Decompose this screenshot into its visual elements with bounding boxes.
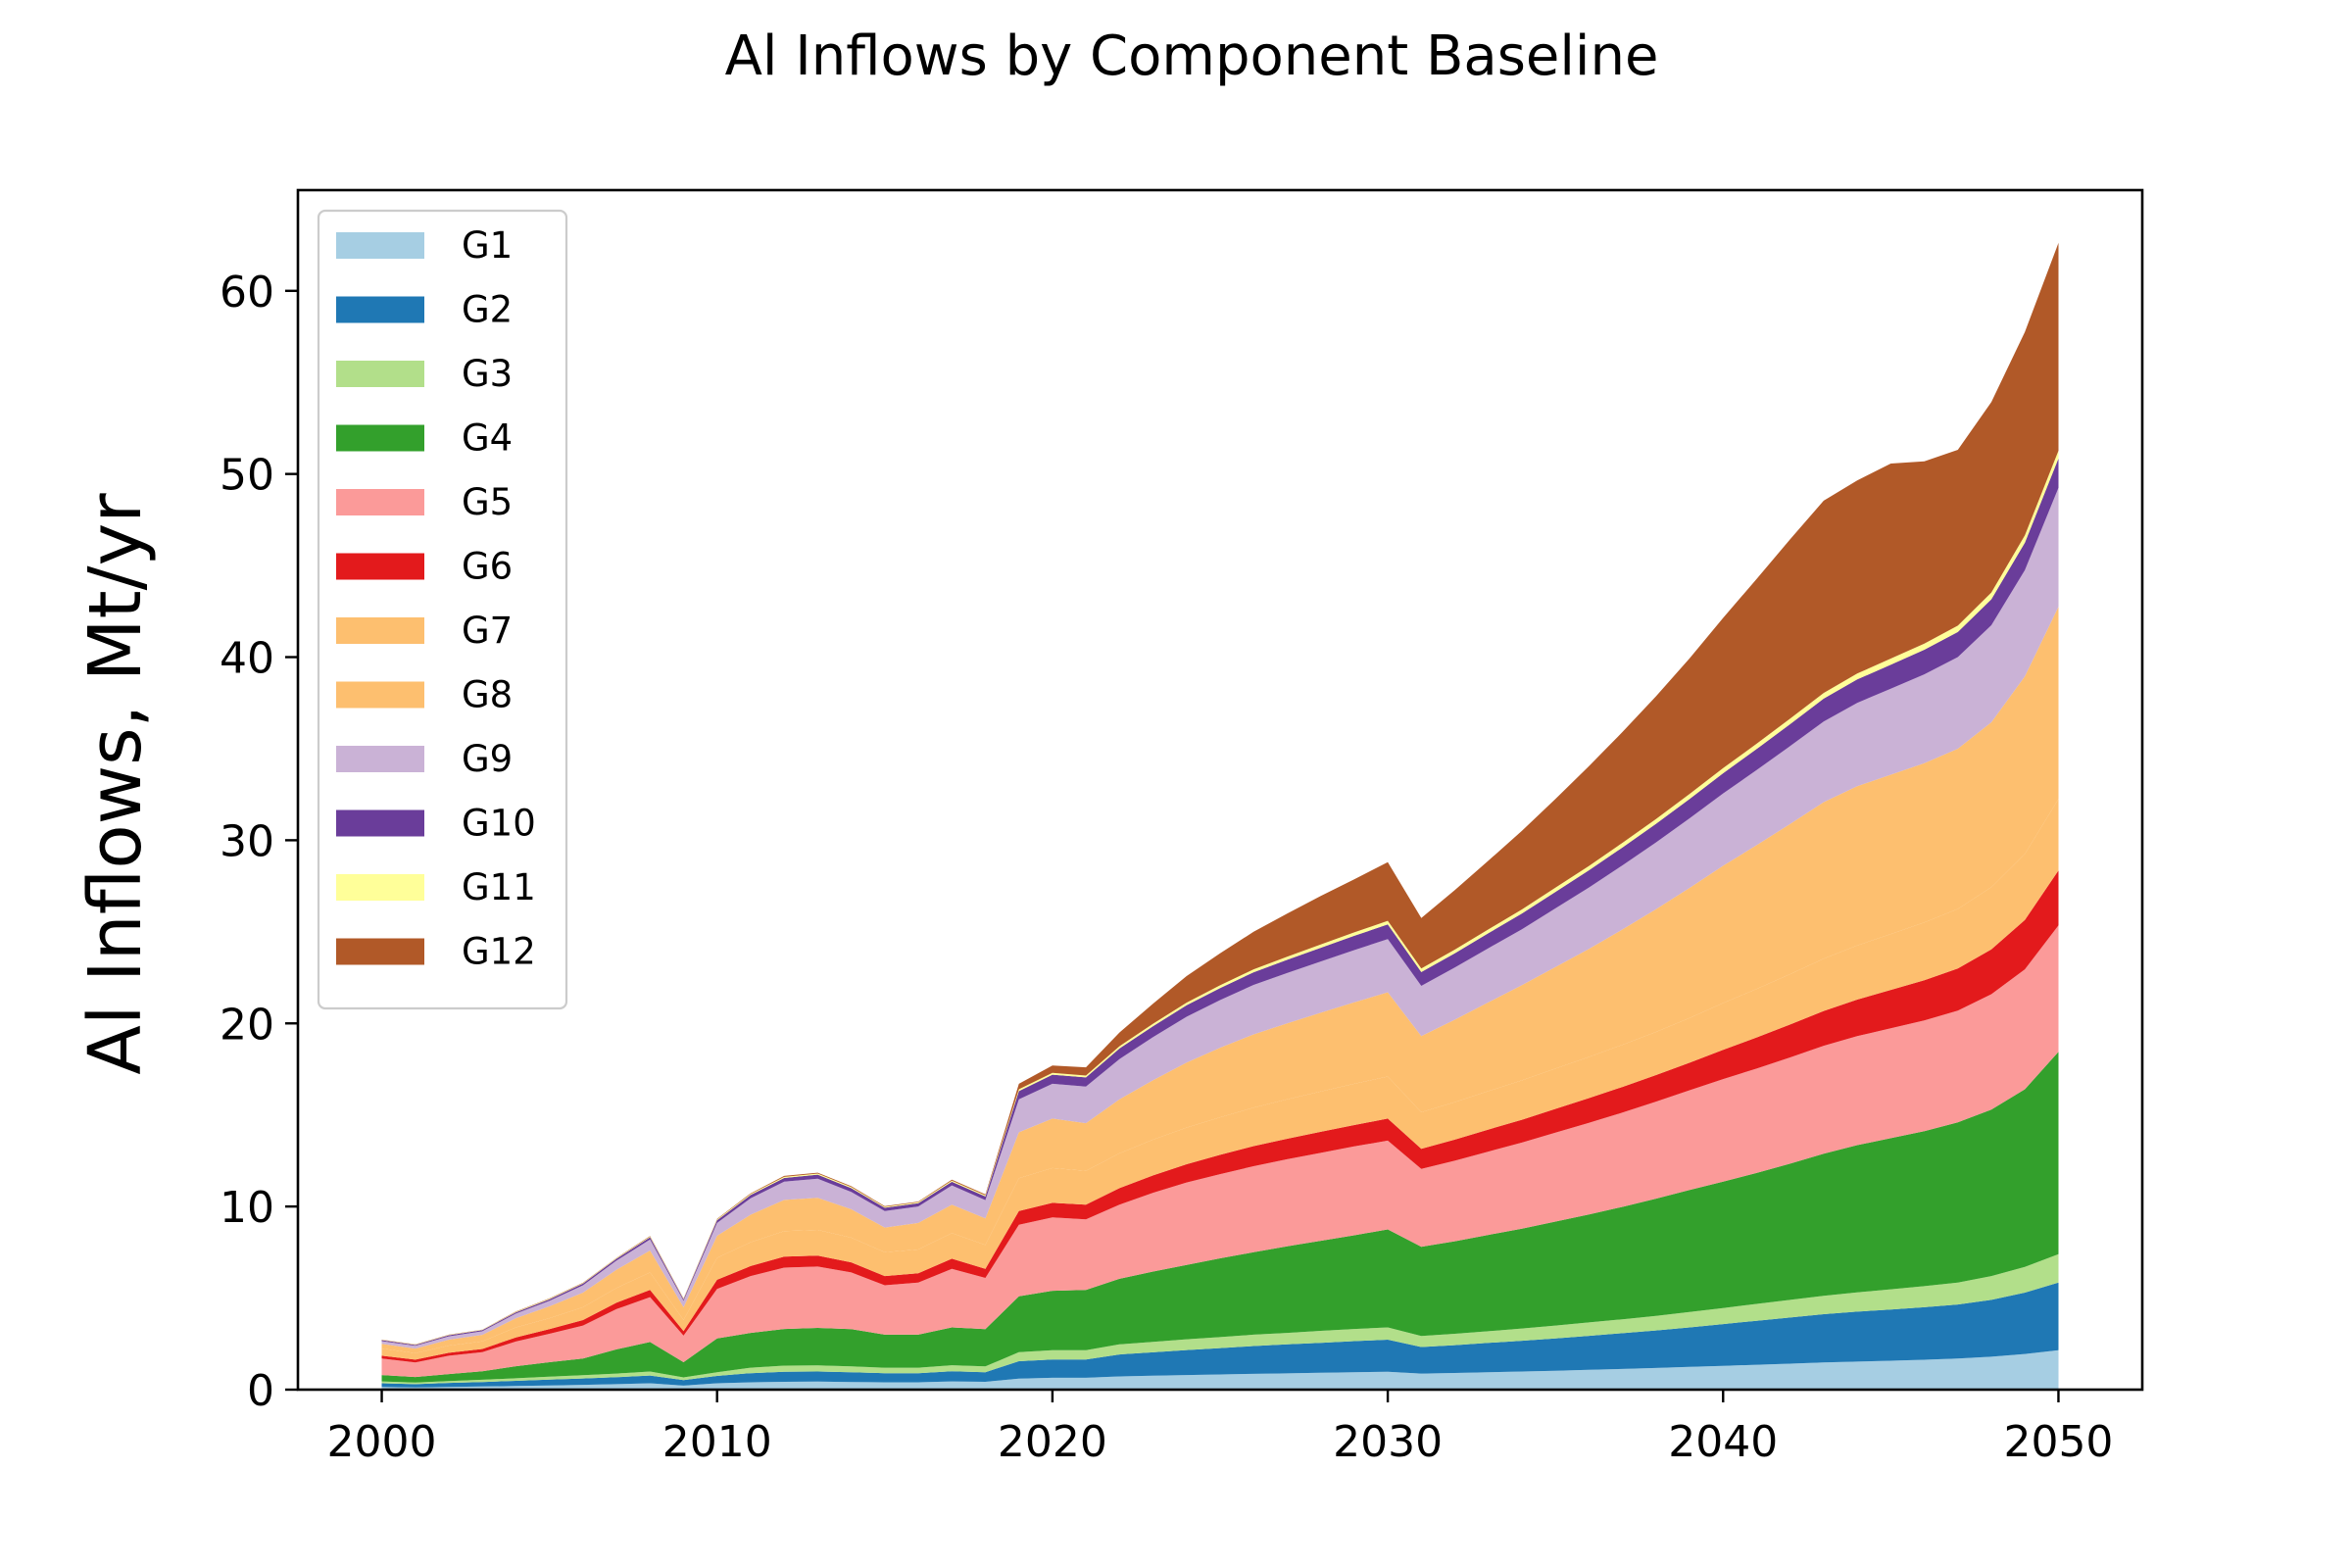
y-tick-label: 60 [220,268,274,318]
y-tick-label: 10 [220,1183,274,1233]
y-axis-label: Al Inflows, Mt/yr [74,493,158,1075]
y-tick-label: 50 [220,451,274,501]
area-series-5 [381,925,2059,1378]
legend-swatch [336,746,424,772]
x-tick-label: 2020 [998,1417,1107,1467]
legend-swatch [336,361,424,387]
legend-swatch [336,424,424,452]
y-axis-ticks: 0 10 20 30 40 50 60 [220,268,298,1416]
area-series-4 [381,1052,2059,1383]
x-axis-ticks: 2000 2010 2020 2030 2040 2050 [327,1390,2113,1467]
x-tick-label: 2030 [1333,1417,1443,1467]
legend-swatch [336,874,424,901]
legend-label: G10 [462,803,536,845]
y-tick-label: 30 [220,816,274,866]
y-tick-label: 40 [220,634,274,684]
legend-label: G11 [462,866,536,908]
legend-label: G7 [462,610,513,652]
area-series-8 [381,607,2059,1353]
legend-label: G8 [462,674,513,716]
chart-title: Al Inflows by Component Baseline [725,24,1659,88]
legend-label: G5 [462,481,513,523]
legend-label: G12 [462,931,536,973]
legend-frame [317,209,568,1010]
legend-label: G3 [462,353,513,395]
legend: G1 G2 G3 G4 G5 G6 G7 G8 G9 G10 G11 G12 [317,209,568,1010]
legend-swatch [336,553,424,580]
x-tick-label: 2010 [662,1417,772,1467]
legend-label: G1 [462,224,513,267]
legend-swatch [336,296,424,323]
plot-frame [296,188,2144,1392]
legend-swatch [336,617,424,644]
area-series-2 [381,1282,2059,1388]
y-tick-label: 20 [220,1000,274,1050]
legend-label: G6 [462,546,513,588]
x-tick-label: 2050 [2003,1417,2113,1467]
area-series-3 [381,1253,2059,1385]
legend-swatch [336,681,424,709]
legend-label: G2 [462,289,513,331]
x-tick-label: 2040 [1668,1417,1778,1467]
legend-label: G9 [462,738,513,780]
y-tick-label: 0 [247,1366,274,1416]
legend-swatch [336,232,424,259]
plot-areas [381,242,2059,1390]
legend-swatch [336,809,424,837]
legend-swatch [336,489,424,515]
legend-label: G4 [462,417,513,460]
area-series-1 [381,1349,2059,1390]
x-tick-label: 2000 [327,1417,437,1467]
legend-swatch [336,938,424,965]
